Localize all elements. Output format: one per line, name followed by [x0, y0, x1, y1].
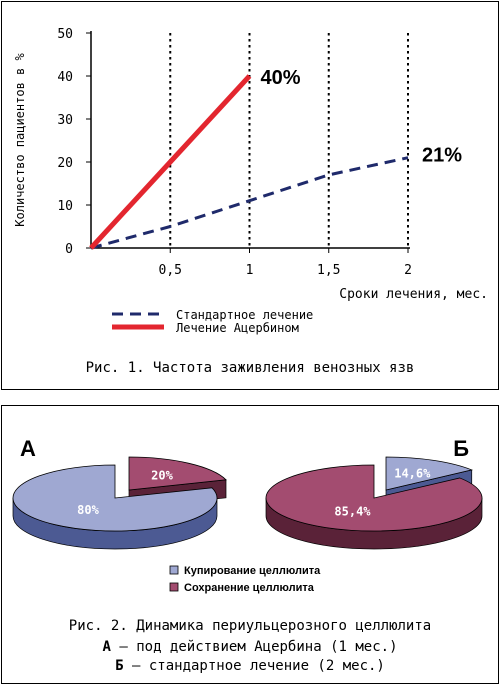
legend-label-standard: Стандартное лечение — [176, 308, 313, 322]
y-tick-label: 10 — [57, 199, 73, 214]
figure-2-caption-line1: Рис. 2. Динамика периульцерозного целлюл… — [69, 618, 431, 634]
pie-label-a: А — [20, 436, 36, 461]
legend-swatch-persistence — [169, 582, 179, 592]
y-tick-label: 50 — [57, 27, 73, 42]
y-tick-label: 0 — [65, 242, 73, 257]
x-axis-label: Сроки лечения, мес. — [339, 287, 488, 302]
legend-swatch-remission — [169, 565, 179, 575]
pie-slice-value: 20% — [151, 468, 173, 482]
figure-2-panel: А 80% 20% Б 14,6% 85,4% Купирование целлюлита С… — [1, 405, 499, 684]
figure-2-caption-line2: А – под действием Ацербина (1 мес.) — [102, 639, 397, 655]
legend-label-remission: Купирование целлюлита — [184, 565, 321, 577]
series-end-label: 40% — [261, 67, 301, 89]
legend-label-acerbin: Лечение Ацербином — [176, 321, 299, 335]
pie-label-b: Б — [453, 436, 469, 461]
y-axis-label: Количество пациентов в % — [13, 53, 27, 227]
pie-slice-top-large — [265, 464, 483, 532]
line-chart: 0 10 20 30 40 50 0,5 1 1,5 2 Количество пациентов … — [13, 27, 488, 376]
pie-slice-top-large — [12, 464, 218, 532]
y-tick-label: 20 — [57, 156, 73, 171]
pie-slice-top-small — [385, 456, 474, 491]
series-end-label: 21% — [422, 145, 462, 167]
pie-slice-value: 14,6% — [394, 467, 431, 481]
pie-slice-value: 80% — [77, 503, 99, 517]
pie-slice-value: 85,4% — [334, 504, 371, 518]
y-tick-label: 30 — [57, 113, 73, 128]
figure-2-caption-line3: Б – стандартное лечение (2 мес.) — [115, 658, 385, 674]
x-tick-label: 0,5 — [159, 263, 182, 278]
caption-bold-letter: А — [102, 639, 111, 655]
legend-label-persistence: Сохранение целлюлита — [184, 582, 315, 594]
caption-text: – стандартное лечение (2 мес.) — [124, 658, 385, 674]
figure-1-caption: Рис. 1. Частота заживления венозных язв — [86, 360, 415, 376]
x-tick-label: 1 — [246, 263, 254, 278]
caption-bold-letter: Б — [115, 658, 123, 674]
figure-1-panel: 0 10 20 30 40 50 0,5 1 1,5 2 Количество пациентов … — [1, 1, 499, 390]
x-tick-label: 2 — [404, 263, 412, 278]
y-tick-label: 40 — [57, 70, 73, 85]
caption-text: – под действием Ацербина (1 мес.) — [111, 639, 398, 655]
x-tick-label: 1,5 — [317, 263, 340, 278]
pie-charts: А 80% 20% Б 14,6% 85,4% Купирование целлюлита С… — [12, 436, 483, 674]
pie-slice-top-small — [128, 456, 227, 491]
